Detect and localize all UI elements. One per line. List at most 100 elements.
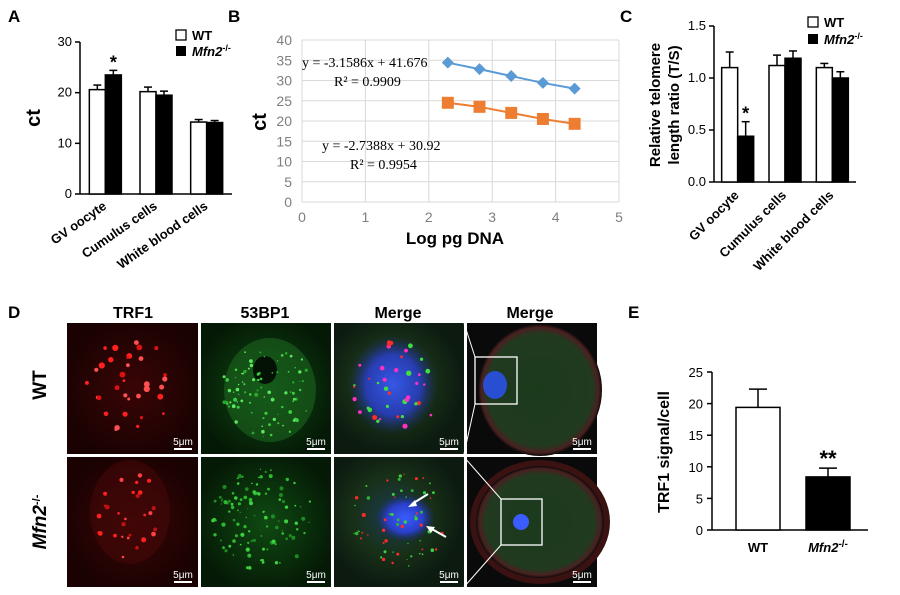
fluorescent-focus <box>407 565 410 567</box>
fluorescent-focus <box>94 367 99 372</box>
fluorescent-focus <box>121 555 125 559</box>
fluorescent-focus <box>414 402 418 406</box>
y-tick-label: 15 <box>689 428 703 443</box>
fluorescent-focus <box>408 343 413 349</box>
fluorescent-focus <box>121 535 124 538</box>
fluorescent-focus <box>260 386 263 389</box>
fluorescent-focus <box>378 418 382 421</box>
fluorescent-focus <box>259 468 261 470</box>
fluorescent-focus <box>236 522 240 526</box>
fluorescent-focus <box>123 393 128 398</box>
fluorescent-focus <box>218 495 222 499</box>
fluorescent-focus <box>256 389 259 392</box>
bar-wt <box>815 66 834 183</box>
y-tick-label: 30 <box>58 34 72 49</box>
fluorescent-focus <box>124 517 127 521</box>
fluorescent-focus <box>295 528 299 531</box>
fluorescent-focus <box>240 532 245 537</box>
fluorescent-focus <box>221 498 224 500</box>
fluorescent-focus <box>422 491 427 495</box>
fluorescent-focus <box>137 473 143 478</box>
panel-a-bars: * <box>88 52 224 195</box>
fluorescent-focus <box>235 387 240 392</box>
panel-letter-c: C <box>620 7 632 26</box>
fluorescent-focus <box>298 370 302 374</box>
fluorescent-focus <box>243 495 248 500</box>
fluorescent-focus <box>282 424 284 427</box>
fluorescent-focus <box>236 405 240 409</box>
fluorescent-focus <box>134 340 139 345</box>
zoom-box <box>474 356 518 405</box>
fluorescent-focus <box>84 380 89 385</box>
fluorescent-focus <box>141 537 147 543</box>
trf1-foci <box>96 473 158 559</box>
fluorescent-focus <box>254 392 259 397</box>
fluorescent-focus <box>376 381 380 385</box>
panel-e-chart: TRF1 signal/cell 0 5 10 15 20 25 ** WT Mfn2-/- <box>656 365 868 555</box>
fluorescent-focus <box>410 489 414 492</box>
fluorescent-focus <box>239 511 241 513</box>
panel-letter-a: A <box>8 7 20 26</box>
fluorescent-focus <box>404 397 410 403</box>
fluorescent-focus <box>414 477 418 481</box>
r-squared-1: R² = 0.9909 <box>334 75 401 90</box>
x-tick-label: 0 <box>298 209 306 225</box>
fluorescent-focus <box>277 413 279 415</box>
bar-wt <box>720 66 739 183</box>
fluorescent-focus <box>428 482 431 485</box>
x-tick-label: 4 <box>552 209 560 225</box>
fluorescent-focus <box>234 496 238 500</box>
fluorescent-focus <box>232 518 236 522</box>
fluorescent-focus <box>259 559 262 561</box>
fluorescent-focus <box>249 359 253 363</box>
fluorescent-focus <box>248 566 252 570</box>
fluorescent-focus <box>136 424 140 428</box>
y-tick-label: 0.0 <box>688 174 706 189</box>
fluorescent-focus <box>247 367 250 370</box>
fluorescent-focus <box>266 548 269 551</box>
fluorescent-focus <box>406 558 408 561</box>
fluorescent-focus <box>277 422 280 425</box>
fluorescent-focus <box>267 487 270 491</box>
fluorescent-focus <box>291 535 296 540</box>
fluorescent-focus <box>231 492 235 495</box>
bar-mfn2 <box>155 94 173 195</box>
fluorescent-focus <box>238 393 240 395</box>
fluorescent-focus <box>245 370 247 372</box>
panel-e-bars: ** <box>735 388 851 531</box>
fluorescent-focus <box>157 393 164 400</box>
fluorescent-focus <box>97 531 103 536</box>
fluorescent-focus <box>284 391 288 395</box>
legend-wt-swatch <box>175 29 187 41</box>
y-tick-label: 5 <box>696 491 703 506</box>
fluorescent-focus <box>237 383 240 386</box>
y-tick-label: 0 <box>65 186 72 201</box>
fluorescent-focus <box>248 530 251 533</box>
micrograph-wt-53bp1 <box>201 323 331 454</box>
fluorescent-focus <box>281 532 285 535</box>
category-label: White blood cells <box>114 198 210 272</box>
fluorescent-focus <box>382 557 386 562</box>
x-tick-label: 3 <box>488 209 496 225</box>
fluorescent-focus <box>358 410 362 414</box>
fluorescent-focus <box>358 530 360 533</box>
fluorescent-focus <box>224 549 228 553</box>
fluorescent-focus <box>222 375 226 379</box>
fluorescent-focus <box>387 391 392 395</box>
fluorescent-focus <box>417 373 421 376</box>
fluorescent-focus <box>119 477 124 482</box>
fluorescent-focus <box>291 391 295 395</box>
fluorescent-focus <box>382 377 387 382</box>
legend-wt-swatch <box>807 16 819 28</box>
scale-bar-label: 5μm <box>306 570 326 581</box>
arrow-head <box>408 500 417 507</box>
fluorescent-focus <box>398 474 402 478</box>
53bp1-foci <box>211 468 311 570</box>
fluorescent-focus <box>420 357 424 361</box>
fluorescent-focus <box>294 367 296 369</box>
y-tick-label: 0 <box>284 194 292 210</box>
fluorescent-focus <box>239 498 243 501</box>
fluorescent-focus <box>271 397 274 399</box>
fluorescent-focus <box>281 500 286 504</box>
